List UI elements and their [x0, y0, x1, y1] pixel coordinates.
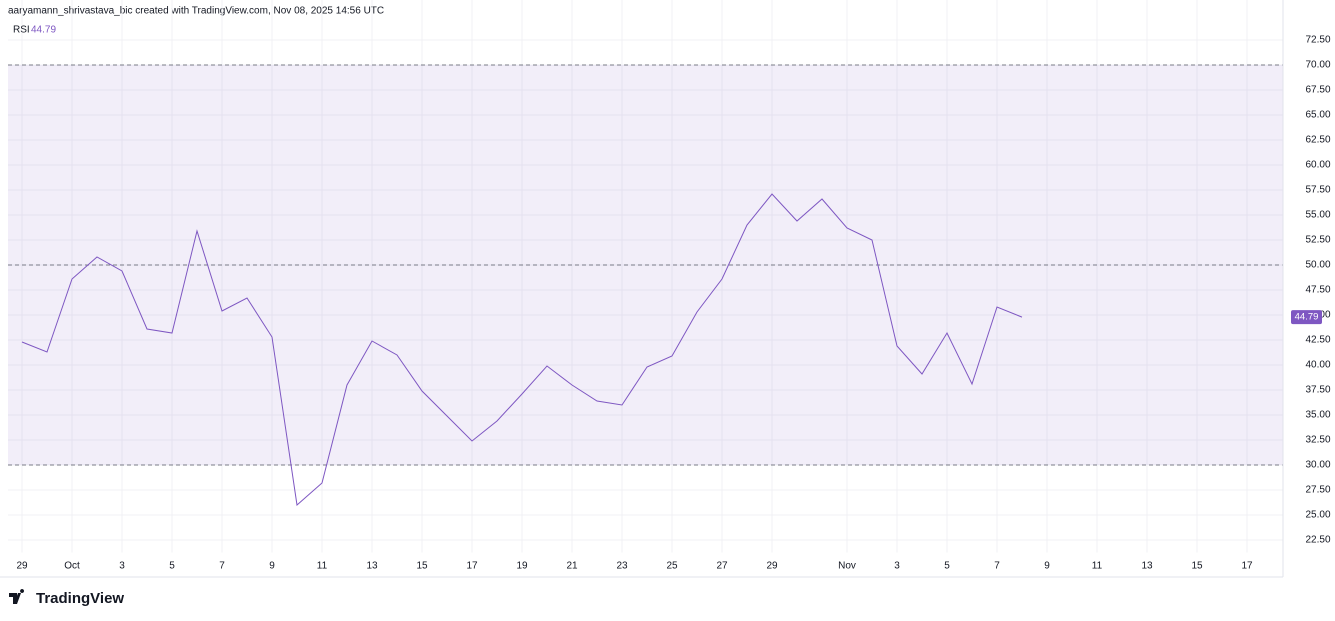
y-tick-label: 50.00: [1305, 260, 1330, 271]
y-tick-label: 27.50: [1305, 485, 1330, 496]
x-tick-label: 3: [894, 561, 900, 572]
x-tick-label: 7: [219, 561, 225, 572]
y-tick-label: 62.50: [1305, 135, 1330, 146]
y-tick-label: 67.50: [1305, 85, 1330, 96]
x-tick-label: 3: [119, 561, 125, 572]
y-tick-label: 52.50: [1305, 235, 1330, 246]
last-value-tag: 44.79: [1295, 312, 1319, 323]
x-tick-label: 21: [566, 561, 578, 572]
x-tick-label: 5: [169, 561, 175, 572]
logo-text: TradingView: [36, 590, 124, 607]
legend-name: RSI: [13, 25, 30, 36]
x-tick-label: 13: [1141, 561, 1153, 572]
x-tick-label: 7: [994, 561, 1000, 572]
x-tick-label: 5: [944, 561, 950, 572]
y-tick-label: 30.00: [1305, 460, 1330, 471]
x-tick-label: 11: [1092, 561, 1103, 572]
y-tick-label: 70.00: [1305, 60, 1330, 71]
y-tick-label: 65.00: [1305, 110, 1330, 121]
x-tick-label: 9: [1044, 561, 1050, 572]
x-tick-label: 23: [616, 561, 628, 572]
x-tick-label: 19: [516, 561, 528, 572]
y-tick-label: 40.00: [1305, 360, 1330, 371]
y-tick-label: 42.50: [1305, 335, 1330, 346]
last-value-tag-bg: [1291, 310, 1322, 325]
logo-icon: [9, 589, 25, 604]
legend-value: 44.79: [31, 25, 56, 36]
x-tick-label: 29: [766, 561, 778, 572]
y-tick-label: 32.50: [1305, 435, 1330, 446]
y-tick-label: 57.50: [1305, 185, 1330, 196]
y-tick-label: 60.00: [1305, 160, 1330, 171]
x-tick-label: 9: [269, 561, 275, 572]
x-tick-label: Oct: [64, 561, 80, 572]
y-tick-label: 72.50: [1305, 35, 1330, 46]
x-tick-label: 27: [716, 561, 728, 572]
x-tick-label: 25: [666, 561, 678, 572]
y-tick-label: 47.50: [1305, 285, 1330, 296]
logo: TradingView: [9, 589, 124, 607]
y-tick-label: 37.50: [1305, 385, 1330, 396]
x-tick-label: 17: [1241, 561, 1253, 572]
x-tick-label: Nov: [838, 561, 856, 572]
x-tick-label: 13: [366, 561, 378, 572]
header: aaryamann_shrivastava_bic created with T…: [8, 6, 384, 17]
x-tick-label: 29: [16, 561, 28, 572]
x-tick-label: 15: [1191, 561, 1203, 572]
x-tick-label: 15: [416, 561, 428, 572]
y-tick-label: 22.50: [1305, 535, 1330, 546]
y-tick-label: 25.00: [1305, 510, 1330, 521]
y-tick-label: 55.00: [1305, 210, 1330, 221]
x-tick-label: 11: [317, 561, 328, 572]
x-tick-label: 17: [466, 561, 478, 572]
rsi-line: [21, 193, 1023, 506]
y-tick-label: 35.00: [1305, 410, 1330, 421]
